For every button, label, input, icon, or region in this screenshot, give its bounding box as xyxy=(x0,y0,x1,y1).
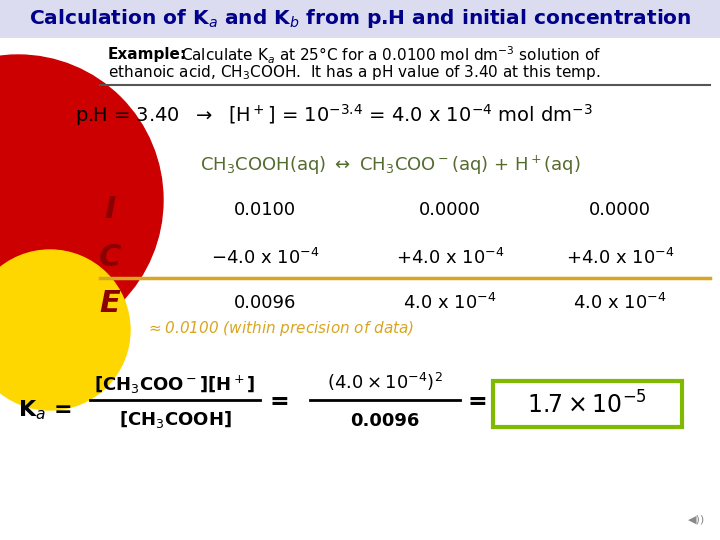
Text: $\approx$0.0100 (within precision of data): $\approx$0.0100 (within precision of dat… xyxy=(146,319,414,338)
FancyBboxPatch shape xyxy=(493,381,682,427)
Text: 0.0100: 0.0100 xyxy=(234,201,296,219)
Text: 4.0 x 10$^{-4}$: 4.0 x 10$^{-4}$ xyxy=(403,293,497,313)
Text: Calculate K$_a$ at 25°C for a 0.0100 mol dm$^{-3}$ solution of: Calculate K$_a$ at 25°C for a 0.0100 mol… xyxy=(181,44,601,66)
Text: +4.0 x 10$^{-4}$: +4.0 x 10$^{-4}$ xyxy=(566,248,675,268)
Text: I: I xyxy=(104,195,116,225)
Text: 4.0 x 10$^{-4}$: 4.0 x 10$^{-4}$ xyxy=(573,293,667,313)
Text: 0.0000: 0.0000 xyxy=(589,201,651,219)
Text: =: = xyxy=(468,390,487,414)
Text: [CH$_3$COOH]: [CH$_3$COOH] xyxy=(119,409,231,430)
Text: =: = xyxy=(270,390,289,414)
Text: $1.7\times10^{-5}$: $1.7\times10^{-5}$ xyxy=(527,392,647,418)
FancyBboxPatch shape xyxy=(0,0,720,38)
Text: ◀)): ◀)) xyxy=(688,515,706,525)
Circle shape xyxy=(0,55,163,345)
Text: C: C xyxy=(99,244,121,273)
Text: p.H = 3.40  $\rightarrow$  [H$^+$] = 10$^{-3.4}$ = 4.0 x 10$^{-4}$ mol dm$^{-3}$: p.H = 3.40 $\rightarrow$ [H$^+$] = 10$^{… xyxy=(75,102,593,128)
Text: ethanoic acid, CH$_3$COOH.  It has a pH value of 3.40 at this temp.: ethanoic acid, CH$_3$COOH. It has a pH v… xyxy=(108,63,600,82)
Text: Example:: Example: xyxy=(108,48,187,63)
Text: 0.0000: 0.0000 xyxy=(419,201,481,219)
Text: $-$4.0 x 10$^{-4}$: $-$4.0 x 10$^{-4}$ xyxy=(211,248,320,268)
Text: Calculation of K$_a$ and K$_b$ from p.H and initial concentration: Calculation of K$_a$ and K$_b$ from p.H … xyxy=(29,8,691,30)
Circle shape xyxy=(0,250,130,410)
Text: K$_a$ =: K$_a$ = xyxy=(18,398,71,422)
Text: 0.0096: 0.0096 xyxy=(234,294,296,312)
Text: E: E xyxy=(99,288,120,318)
Text: CH$_3$COOH(aq) $\leftrightarrow$ CH$_3$COO$^-$(aq) + H$^+$(aq): CH$_3$COOH(aq) $\leftrightarrow$ CH$_3$C… xyxy=(199,153,580,177)
Text: +4.0 x 10$^{-4}$: +4.0 x 10$^{-4}$ xyxy=(396,248,504,268)
Text: [CH$_3$COO$^-$][H$^+$]: [CH$_3$COO$^-$][H$^+$] xyxy=(94,374,256,396)
Text: 0.0096: 0.0096 xyxy=(351,412,420,430)
Text: $(4.0\times10^{-4})^2$: $(4.0\times10^{-4})^2$ xyxy=(327,371,443,393)
